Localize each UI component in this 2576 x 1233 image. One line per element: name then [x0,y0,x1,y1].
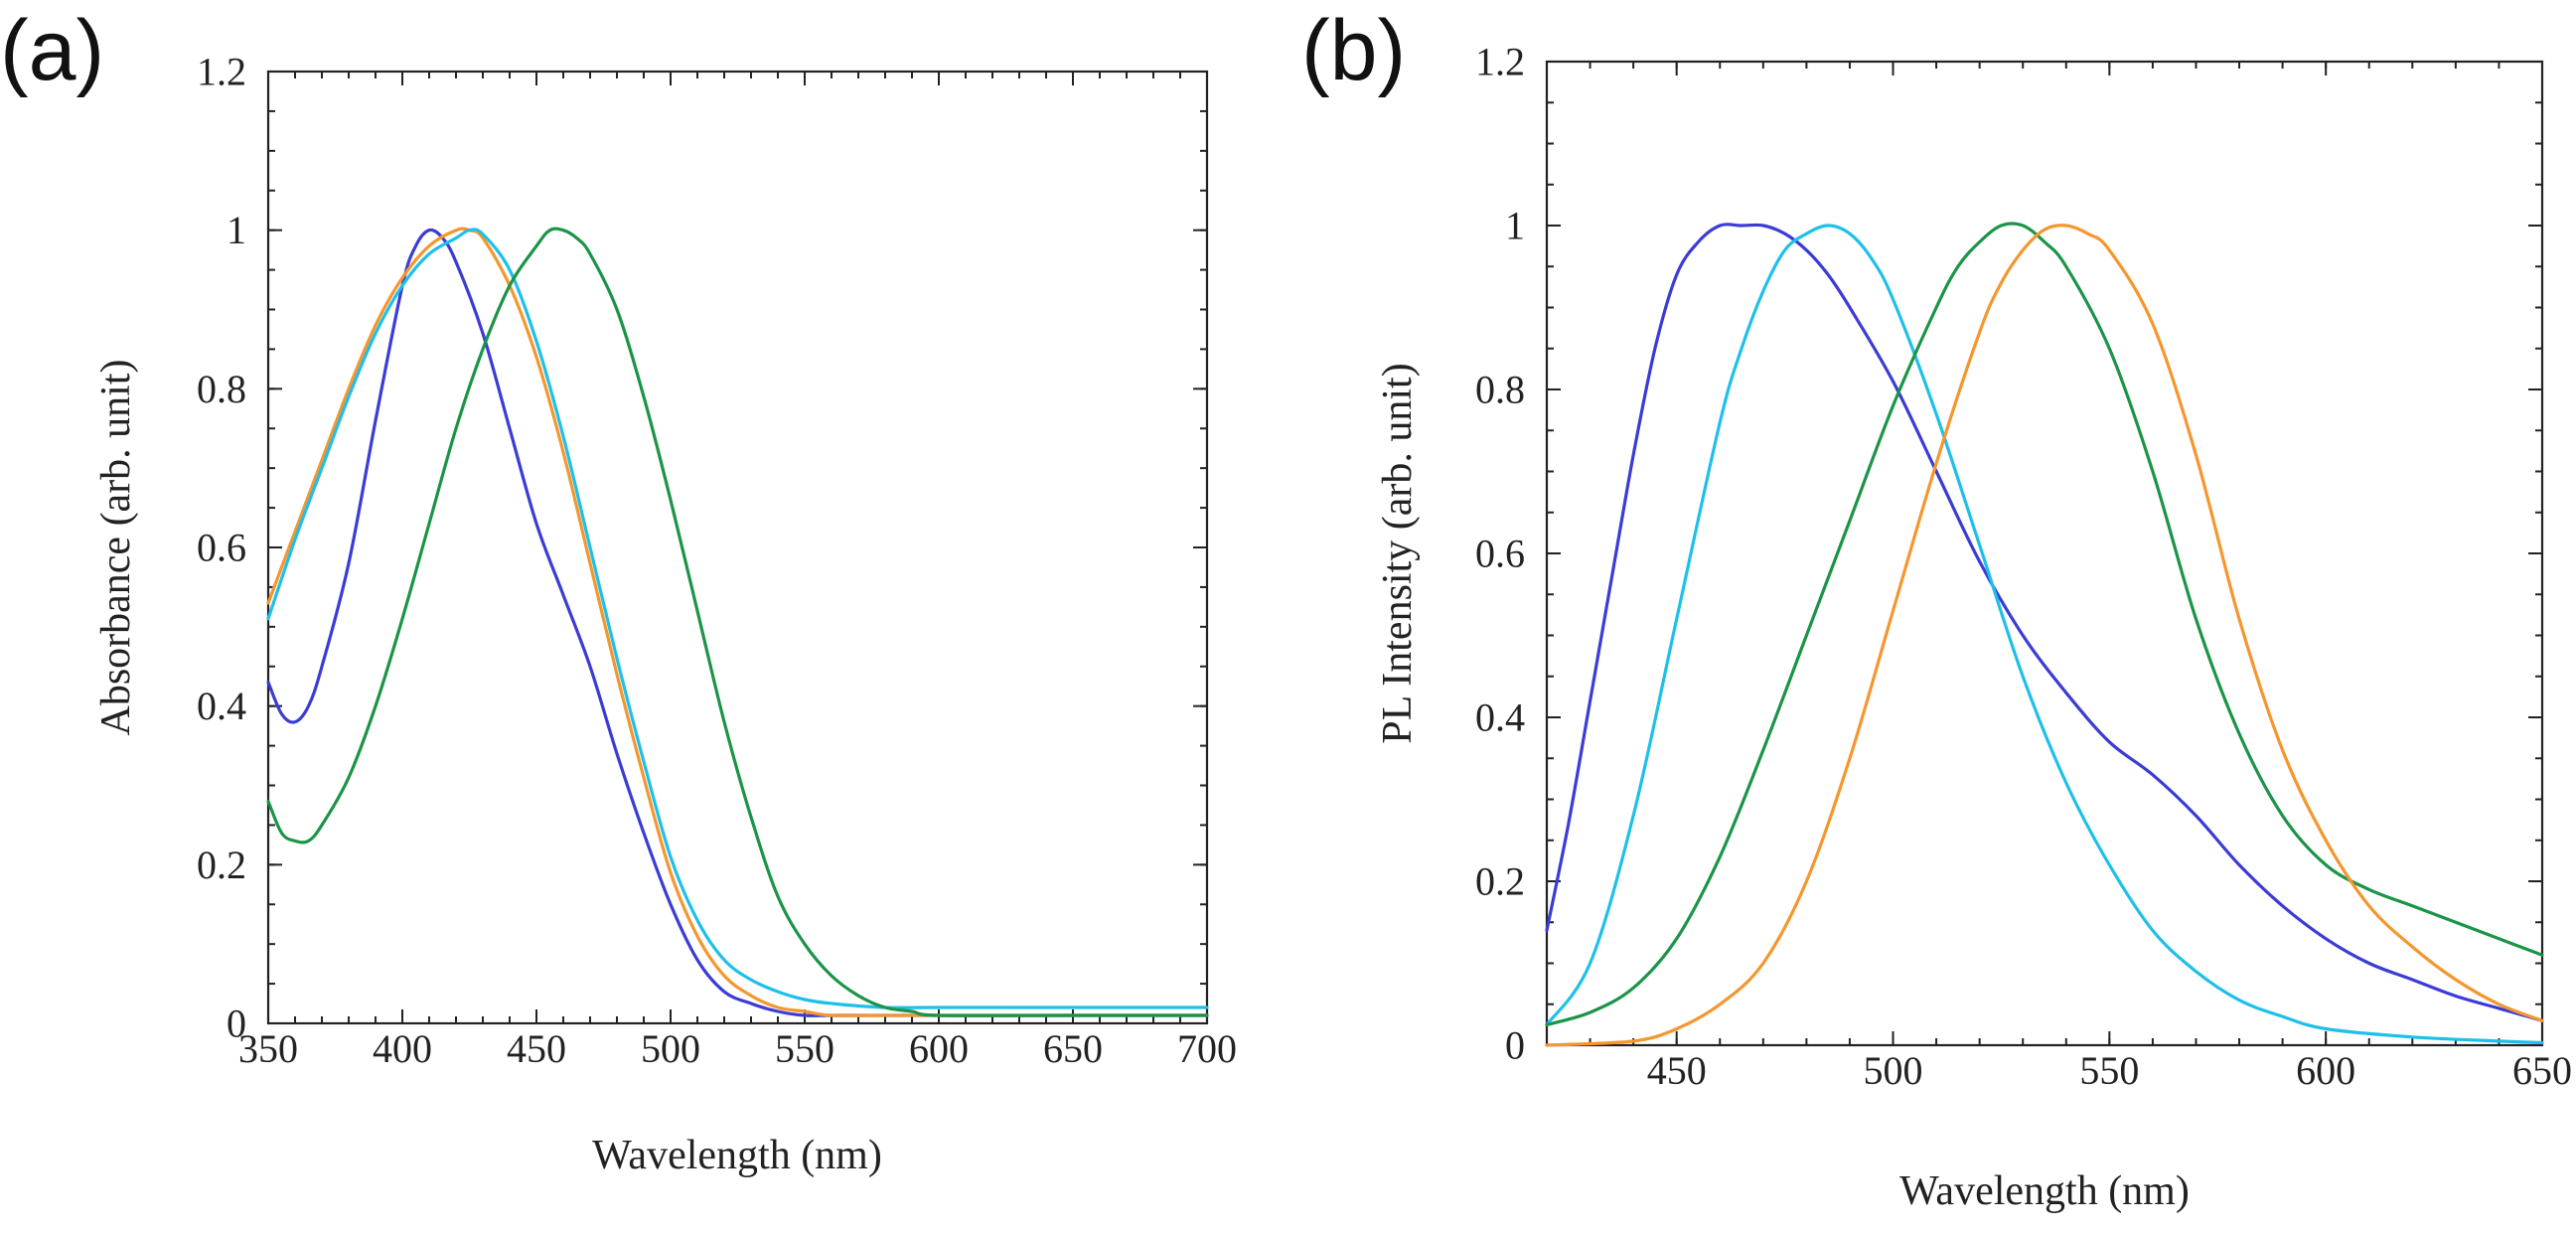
panel-b-x-tick-label: 500 [1864,1048,1923,1093]
panel-b-series-green-line [1545,222,2544,1026]
panel-b-y-tick-labels: 0 0.2 0.4 0.6 0.8 1 1.2 [1475,40,1525,1068]
panel-a-x-tick-label: 700 [1177,1026,1237,1071]
panel-a-y-tick-label: 0 [227,1002,246,1046]
panel-a-y-tick-label: 0.2 [197,843,246,887]
panel-b-y-tick-label: 0.2 [1475,859,1525,904]
panel-a-x-tick-label: 650 [1043,1026,1103,1071]
panel-a-ticks [267,71,1208,1024]
panel-a: (a) 350 400 450 500 550 600 650 700 00.20.40.60… [0,3,1237,1178]
panel-b-x-tick-label: 650 [2512,1048,2572,1093]
panel-b-series-orange-line [1545,224,2544,1047]
panel-a-x-tick-label: 550 [775,1026,834,1071]
panel-b-x-tick-label: 600 [2296,1048,2355,1093]
panel-a-plot-frame [266,70,1209,1025]
panel-a-x-tick-label: 450 [507,1026,566,1071]
panel-a-series-green-line [266,227,1209,1017]
panel-a-series-blue-line [266,228,1209,1017]
panel-a-x-tick-labels: 350 400 450 500 550 600 650 700 [238,1026,1237,1071]
panel-a-x-tick-label: 500 [641,1026,700,1071]
panel-a-x-tick-label: 400 [373,1026,432,1071]
panel-b-y-tick-label: 0 [1505,1023,1525,1068]
panel-b-y-axis-title: PL Intensity (arb. unit) [1375,363,1421,743]
panel-a-x-tick-label: 350 [238,1026,298,1071]
panel-a-y-tick-label: 0.6 [197,526,246,570]
panel-a-series-orange-line [266,227,1209,1017]
panel-b-series-cyan-line [1545,224,2544,1045]
panel-b-x-tick-labels: 450 500 550 600 650 [1647,1048,2572,1093]
panel-a-y-tick-label: 1.2 [197,50,246,94]
panel-a-y-axis-title: Absorbance (arb. unit) [93,359,139,735]
panel-a-y-tick-labels: 0 0.2 0.4 0.6 0.8 1 1.2 [197,50,246,1046]
panel-b-y-tick-label: 1.2 [1475,40,1525,84]
panel-b-y-tick-label: 1 [1505,204,1525,248]
panel-a-y-tick-label: 0.4 [197,684,246,728]
panel-b-x-tick-label: 450 [1647,1048,1707,1093]
panel-b-y-tick-label: 0.4 [1475,695,1525,740]
panel-b-x-tick-label: 550 [2079,1048,2139,1093]
panel-a-label: (a) [0,3,104,98]
panel-b-series-blue-line [1545,223,2544,1022]
panel-b-y-tick-label: 0.6 [1475,532,1525,576]
panel-b: (b) 450 500 550 600 650 0 0.2 0.4 0.6 0.8 1 1.2 Wa… [1301,3,2572,1214]
panel-a-y-tick-label: 0.8 [197,367,246,411]
panel-a-x-axis-title: Wavelength (nm) [592,1133,882,1178]
panel-b-label: (b) [1301,3,1406,98]
panel-a-series [266,227,1209,1017]
panel-b-y-tick-label: 0.8 [1475,368,1525,412]
panel-b-series [1545,222,2544,1047]
panel-b-x-axis-title: Wavelength (nm) [1899,1168,2190,1214]
panel-a-x-tick-label: 600 [909,1026,969,1071]
panel-a-y-tick-label: 1 [227,208,246,252]
panel-a-series-cyan-line [266,228,1209,1009]
